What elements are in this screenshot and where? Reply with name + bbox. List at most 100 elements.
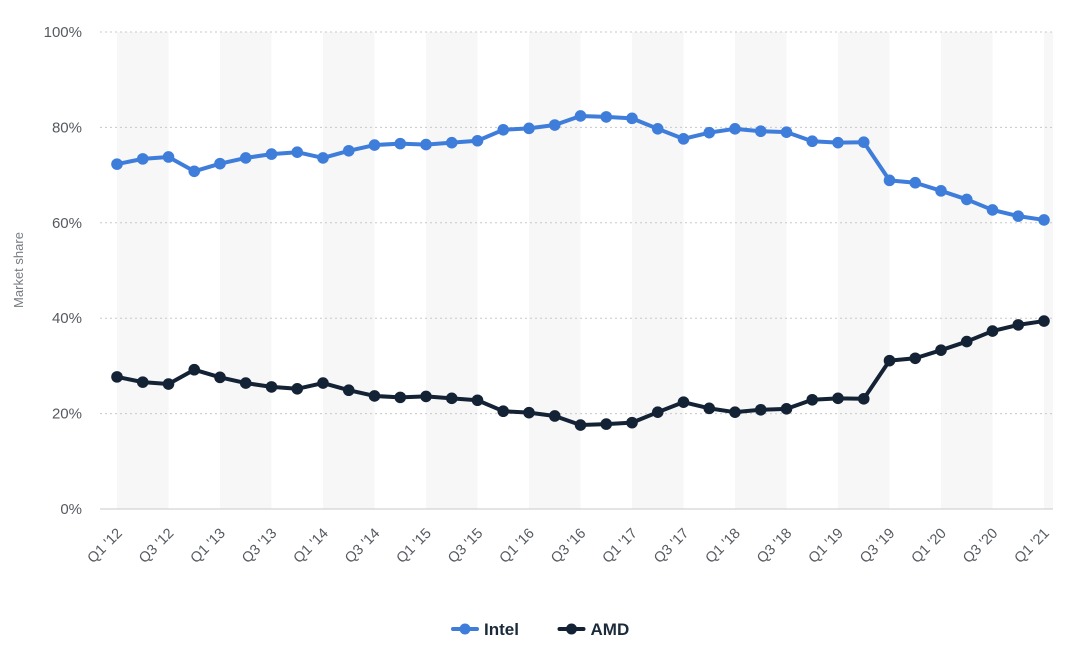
x-tick-label: Q1 '17: [600, 526, 641, 567]
x-tick-label: Q1 '19: [806, 526, 847, 567]
x-tick-label: Q3 '14: [342, 526, 383, 567]
data-point[interactable]: [600, 111, 613, 123]
data-point[interactable]: [188, 363, 201, 376]
data-point[interactable]: [1012, 319, 1025, 331]
data-point[interactable]: [729, 406, 741, 418]
data-point[interactable]: [626, 416, 638, 429]
data-point[interactable]: [291, 146, 304, 159]
data-point[interactable]: [214, 157, 226, 170]
data-point[interactable]: [600, 418, 613, 430]
data-point[interactable]: [780, 126, 793, 138]
data-point[interactable]: [265, 148, 278, 160]
data-point[interactable]: [986, 325, 999, 337]
data-point[interactable]: [935, 344, 947, 356]
data-point[interactable]: [574, 110, 587, 122]
data-point[interactable]: [420, 138, 432, 151]
data-point[interactable]: [317, 152, 329, 164]
data-point[interactable]: [497, 123, 510, 136]
data-point[interactable]: [780, 403, 793, 415]
data-point[interactable]: [1038, 315, 1050, 327]
y-tick-label: 80%: [52, 119, 82, 136]
data-point[interactable]: [960, 193, 973, 206]
x-tick-label: Q3 '16: [548, 526, 589, 567]
data-point[interactable]: [162, 151, 175, 163]
background-band: [838, 32, 890, 509]
data-point[interactable]: [729, 123, 741, 135]
data-point[interactable]: [317, 377, 329, 389]
data-point[interactable]: [909, 352, 922, 365]
data-point[interactable]: [909, 176, 922, 189]
data-point[interactable]: [754, 125, 767, 138]
data-point[interactable]: [214, 371, 226, 384]
y-tick-label: 0%: [60, 501, 82, 518]
y-tick-label: 40%: [52, 310, 82, 327]
x-tick-label: Q3 '13: [239, 526, 280, 567]
data-point[interactable]: [548, 410, 561, 422]
data-point[interactable]: [188, 165, 201, 178]
data-point[interactable]: [265, 381, 278, 393]
legend-marker: [459, 623, 471, 635]
data-point[interactable]: [883, 174, 896, 187]
data-point[interactable]: [497, 405, 510, 418]
data-point[interactable]: [806, 393, 819, 406]
data-point[interactable]: [1038, 214, 1050, 226]
data-point[interactable]: [935, 185, 947, 197]
data-point[interactable]: [857, 393, 870, 405]
data-point[interactable]: [368, 390, 381, 402]
y-axis-ticks: 0% 20% 40% 60% 80% 100%: [44, 24, 82, 518]
data-point[interactable]: [651, 406, 664, 418]
y-tick-label: 20%: [52, 406, 82, 423]
data-point[interactable]: [394, 137, 407, 150]
x-tick-label: Q1 '14: [291, 526, 332, 567]
data-point[interactable]: [136, 153, 149, 165]
data-point[interactable]: [291, 382, 304, 395]
data-point[interactable]: [703, 402, 716, 415]
data-point[interactable]: [523, 122, 535, 135]
data-point[interactable]: [651, 123, 664, 135]
data-point[interactable]: [162, 378, 175, 390]
data-point[interactable]: [239, 152, 252, 164]
data-point[interactable]: [832, 136, 844, 149]
legend-item-intel[interactable]: Intel: [451, 620, 519, 639]
data-point[interactable]: [703, 126, 716, 139]
data-point[interactable]: [111, 371, 123, 383]
data-point[interactable]: [754, 403, 767, 416]
data-point[interactable]: [368, 139, 381, 151]
data-point[interactable]: [960, 335, 973, 348]
data-point[interactable]: [342, 144, 355, 157]
data-point[interactable]: [832, 392, 844, 405]
data-point[interactable]: [136, 376, 149, 388]
data-point[interactable]: [677, 133, 690, 145]
data-point[interactable]: [986, 204, 999, 216]
data-point[interactable]: [574, 419, 587, 431]
data-point[interactable]: [548, 119, 561, 131]
x-tick-label: Q1 '15: [394, 526, 435, 567]
data-point[interactable]: [677, 396, 690, 408]
x-tick-label: Q3 '18: [754, 526, 795, 567]
x-tick-label: Q1 '12: [85, 526, 126, 567]
background-band: [735, 32, 787, 509]
data-point[interactable]: [342, 384, 355, 397]
data-point[interactable]: [239, 377, 252, 389]
data-point[interactable]: [445, 136, 458, 149]
data-point[interactable]: [445, 392, 458, 405]
data-point[interactable]: [394, 391, 407, 404]
x-tick-label: Q1 '18: [703, 526, 744, 567]
series-intel: [111, 110, 1050, 226]
data-point[interactable]: [471, 394, 484, 407]
data-point[interactable]: [883, 354, 896, 367]
data-point[interactable]: [806, 135, 819, 148]
data-point[interactable]: [857, 136, 870, 148]
data-point[interactable]: [626, 112, 638, 125]
data-point[interactable]: [111, 158, 123, 170]
data-point[interactable]: [523, 406, 535, 419]
legend-label: AMD: [591, 620, 630, 639]
legend-item-amd[interactable]: AMD: [557, 620, 630, 639]
data-point[interactable]: [1012, 210, 1025, 222]
data-point[interactable]: [471, 134, 484, 147]
legend-label: Intel: [484, 620, 519, 639]
data-point[interactable]: [420, 390, 432, 403]
background-band: [529, 32, 581, 509]
x-tick-label: Q3 '19: [857, 526, 898, 567]
